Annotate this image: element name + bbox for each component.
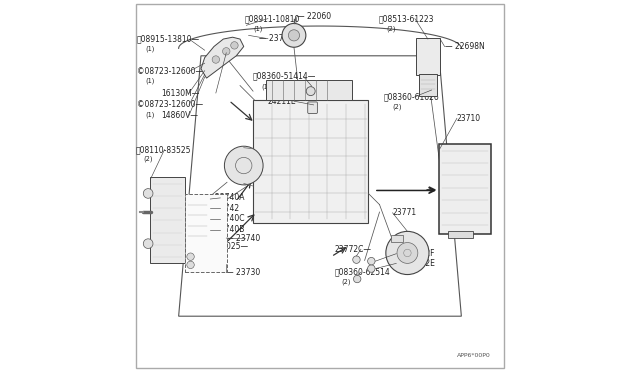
FancyBboxPatch shape: [136, 4, 504, 368]
Text: 24211E: 24211E: [268, 97, 296, 106]
FancyBboxPatch shape: [186, 194, 227, 272]
FancyBboxPatch shape: [308, 102, 317, 113]
Text: — 23742: — 23742: [205, 204, 239, 213]
FancyBboxPatch shape: [419, 74, 437, 96]
Text: Ⓦ08915-13810—: Ⓦ08915-13810—: [137, 35, 200, 44]
Text: 23772C—: 23772C—: [334, 245, 371, 254]
Text: — 22698N: — 22698N: [445, 42, 484, 51]
Circle shape: [367, 257, 375, 265]
FancyBboxPatch shape: [392, 235, 403, 242]
Text: — 23740: — 23740: [227, 234, 260, 243]
Circle shape: [289, 30, 300, 41]
FancyBboxPatch shape: [449, 231, 472, 238]
Circle shape: [282, 23, 306, 47]
Circle shape: [367, 265, 375, 272]
Circle shape: [143, 239, 153, 248]
Text: — 23740C: — 23740C: [205, 214, 244, 223]
Text: — 23772F: — 23772F: [396, 249, 435, 258]
Circle shape: [187, 253, 195, 260]
Text: ©08723-12600—: ©08723-12600—: [137, 100, 203, 109]
Circle shape: [397, 243, 418, 263]
Circle shape: [223, 48, 230, 55]
Circle shape: [386, 231, 429, 275]
Text: Ⓢ08360-62514: Ⓢ08360-62514: [334, 268, 390, 277]
Text: — 23731: — 23731: [189, 262, 223, 270]
Text: (1): (1): [261, 83, 271, 90]
Circle shape: [353, 256, 360, 263]
Text: 23771: 23771: [392, 208, 417, 217]
FancyBboxPatch shape: [416, 38, 440, 75]
Text: Ⓑ08110-83525: Ⓑ08110-83525: [136, 145, 191, 154]
Polygon shape: [253, 100, 369, 223]
Text: — 23772E: — 23772E: [396, 259, 435, 268]
Text: (1): (1): [145, 46, 154, 52]
Text: — 22060: — 22060: [297, 12, 331, 21]
Circle shape: [225, 146, 263, 185]
Circle shape: [187, 261, 195, 269]
Text: (1): (1): [145, 78, 154, 84]
FancyBboxPatch shape: [438, 144, 491, 234]
Circle shape: [212, 56, 220, 63]
Text: Ⓢ08513-61223: Ⓢ08513-61223: [379, 14, 435, 23]
Text: 16130M—: 16130M—: [161, 89, 199, 97]
Text: (2): (2): [143, 156, 153, 163]
Text: — 23740A: — 23740A: [205, 193, 244, 202]
Text: (2): (2): [386, 26, 396, 32]
Text: Ⓝ08911-10810: Ⓝ08911-10810: [245, 14, 300, 23]
Text: (2): (2): [392, 104, 402, 110]
Text: (1): (1): [254, 25, 263, 32]
Circle shape: [231, 42, 238, 49]
Text: APP6*00P0: APP6*00P0: [457, 353, 491, 358]
FancyBboxPatch shape: [150, 177, 186, 263]
Text: Ⓢ08360-61626: Ⓢ08360-61626: [384, 92, 440, 101]
Text: (1): (1): [145, 111, 154, 118]
Text: ©08723-12600—: ©08723-12600—: [137, 67, 203, 76]
Polygon shape: [201, 37, 244, 78]
Text: — 23730: — 23730: [227, 268, 260, 277]
Text: (2): (2): [193, 253, 202, 259]
Text: 14860V—: 14860V—: [161, 111, 198, 120]
Circle shape: [143, 189, 153, 198]
Text: 23710: 23710: [457, 114, 481, 123]
FancyBboxPatch shape: [266, 80, 351, 100]
Text: Ⓑ08110-84025—: Ⓑ08110-84025—: [186, 242, 248, 251]
Text: (2): (2): [342, 279, 351, 285]
Circle shape: [353, 275, 361, 283]
Circle shape: [306, 87, 315, 96]
Text: — 23740B: — 23740B: [205, 225, 244, 234]
Text: Ⓢ08360-51414—: Ⓢ08360-51414—: [253, 72, 316, 81]
Text: — 23781: — 23781: [259, 34, 292, 43]
